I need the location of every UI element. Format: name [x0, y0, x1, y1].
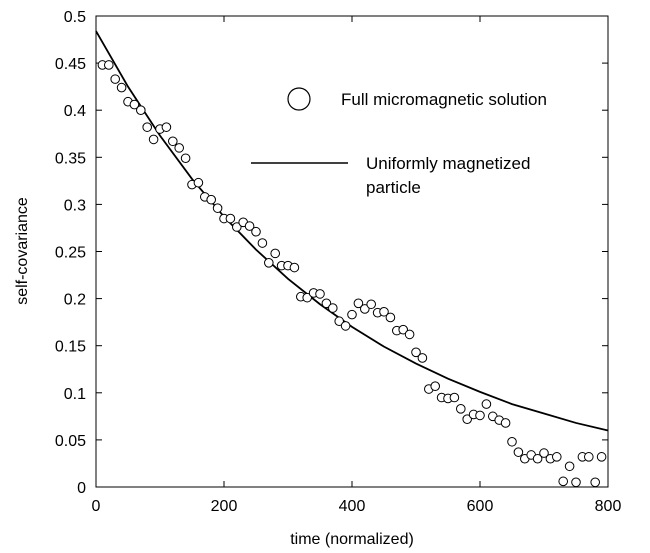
x-tick-label: 800	[595, 498, 622, 515]
y-tick-label: 0.3	[64, 197, 86, 214]
x-tick-label: 400	[339, 498, 366, 515]
data-point	[596, 452, 607, 462]
data-point	[225, 213, 236, 224]
data-point	[417, 353, 428, 363]
y-tick-label: 0.25	[55, 245, 86, 262]
data-point	[302, 292, 313, 303]
data-point	[264, 258, 274, 268]
series-uniform-line	[95, 30, 609, 432]
y-tick-label: 0.35	[55, 150, 86, 167]
data-point	[116, 82, 127, 93]
data-point	[328, 303, 338, 313]
data-point	[366, 299, 377, 310]
data-point	[404, 329, 415, 340]
data-point	[289, 262, 300, 273]
data-point	[142, 122, 152, 132]
data-point	[257, 238, 268, 248]
y-tick-label: 0.45	[55, 56, 86, 73]
legend-label-uniform-line2: particle	[366, 178, 421, 197]
data-point	[212, 203, 223, 213]
data-point	[475, 410, 485, 421]
data-point	[449, 392, 460, 403]
legend-label-micromagnetic: Full micromagnetic solution	[341, 90, 547, 109]
legend: Full micromagnetic solution Uniformly ma…	[251, 87, 547, 197]
data-point	[564, 461, 575, 472]
data-point	[353, 298, 364, 309]
data-point	[347, 309, 357, 320]
x-tick-label: 200	[211, 498, 238, 515]
data-point	[532, 453, 543, 464]
data-point	[206, 194, 216, 205]
data-point	[500, 418, 511, 428]
data-point	[513, 447, 524, 457]
data-point	[251, 226, 261, 237]
data-point	[104, 60, 114, 70]
data-point	[129, 99, 140, 110]
data-point	[232, 222, 242, 232]
series-micromagnetic-points	[97, 60, 607, 488]
legend-label-uniform-line1: Uniformly magnetized	[366, 154, 530, 173]
x-tick-label: 0	[92, 498, 101, 515]
data-point	[590, 477, 601, 488]
data-point	[180, 153, 191, 164]
data-point	[193, 177, 204, 188]
data-point	[244, 221, 255, 231]
y-tick-label: 0.5	[64, 9, 86, 26]
data-point	[385, 312, 396, 323]
data-point	[539, 448, 549, 458]
y-tick-label: 0	[77, 480, 86, 497]
data-point	[321, 298, 332, 309]
data-point	[481, 399, 492, 409]
data-point	[558, 476, 569, 487]
data-point	[174, 143, 184, 153]
data-point	[571, 477, 581, 488]
data-point	[430, 381, 441, 392]
data-point	[161, 122, 172, 132]
data-point	[360, 304, 370, 314]
data-point	[379, 306, 389, 317]
y-tick-label: 0.15	[55, 339, 86, 356]
plot-area	[95, 15, 609, 488]
x-tick-label: 600	[467, 498, 494, 515]
data-point	[148, 134, 159, 145]
data-point	[334, 316, 345, 327]
legend-marker-circle	[287, 87, 311, 111]
y-tick-label: 0.4	[64, 103, 86, 120]
data-point	[270, 248, 281, 259]
data-point	[398, 324, 409, 335]
data-point	[315, 289, 325, 299]
data-point	[462, 414, 473, 424]
x-axis-label: time (normalized)	[290, 531, 414, 548]
y-tick-label: 0.2	[64, 292, 86, 309]
data-point	[136, 105, 146, 115]
axis-tick-labels: 0 200 400 600 800 0 0.05 0.1 0.15 0.2 0.25 0.3 0.35 0…	[55, 9, 622, 515]
data-point	[456, 404, 466, 414]
data-point	[411, 347, 421, 358]
y-tick-label: 0.1	[64, 386, 86, 403]
y-tick-label: 0.05	[55, 433, 86, 450]
data-point	[168, 136, 178, 147]
data-point	[110, 74, 120, 84]
data-point	[552, 452, 562, 462]
series-line-path	[95, 30, 609, 432]
data-point	[584, 452, 594, 462]
data-point	[340, 321, 351, 331]
data-point	[507, 436, 517, 447]
y-axis-label: self-covariance	[14, 197, 31, 305]
